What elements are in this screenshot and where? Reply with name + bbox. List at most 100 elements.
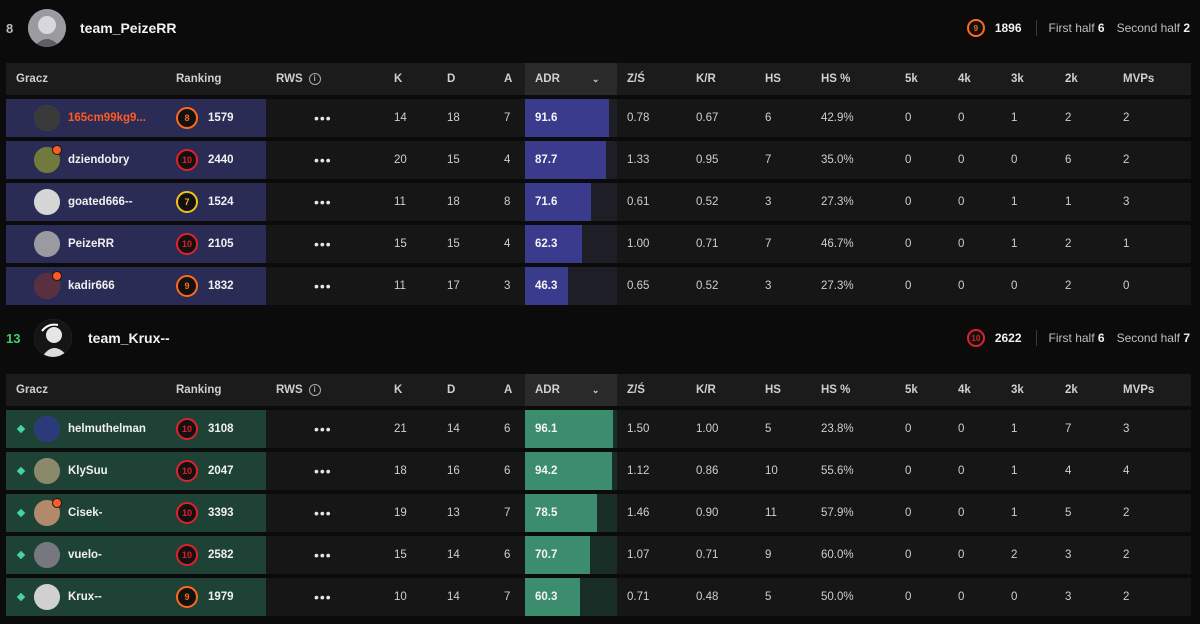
rws-more-icon[interactable]: ••• bbox=[314, 589, 332, 605]
rws-more-icon[interactable]: ••• bbox=[314, 547, 332, 563]
rws-more-icon[interactable]: ••• bbox=[314, 110, 332, 126]
rws-cell[interactable]: ••• bbox=[266, 267, 384, 305]
col-hs-pct[interactable]: HS % bbox=[811, 374, 895, 406]
player-row[interactable]: kadir666 9 1832 ••• 11 17 3 46.3 0.65 0.52 3 27.3% 0… bbox=[6, 267, 1191, 305]
player-cell[interactable]: Krux-- bbox=[6, 578, 166, 616]
player-cell[interactable]: 165cm99kg9... bbox=[6, 99, 166, 137]
info-icon[interactable]: i bbox=[308, 72, 321, 85]
team2-avatar[interactable] bbox=[34, 319, 72, 357]
col-zs[interactable]: Z/Ś bbox=[617, 374, 686, 406]
player-row[interactable]: PeizeRR 10 2105 ••• 15 15 4 62.3 1.00 0.71 7 46.7% 0… bbox=[6, 225, 1191, 263]
player-cell[interactable]: helmuthelman bbox=[6, 410, 166, 448]
col-rws[interactable]: RWS i bbox=[266, 63, 384, 95]
player-row[interactable]: vuelo- 10 2582 ••• 15 14 6 70.7 1.07 0.71 9 60.0% 0 0… bbox=[6, 536, 1191, 574]
player-cell[interactable]: Cisek- bbox=[6, 494, 166, 532]
player-name[interactable]: KlySuu bbox=[68, 465, 108, 477]
rws-more-icon[interactable]: ••• bbox=[314, 505, 332, 521]
col-5k[interactable]: 5k bbox=[895, 374, 948, 406]
col-ranking[interactable]: Ranking bbox=[166, 374, 266, 406]
col-k[interactable]: K bbox=[384, 374, 437, 406]
assists: 6 bbox=[494, 410, 525, 448]
avatar[interactable] bbox=[34, 271, 62, 299]
rws-cell[interactable]: ••• bbox=[266, 578, 384, 616]
player-row[interactable]: 165cm99kg9... 8 1579 ••• 14 18 7 91.6 0.78 0.67 6 4… bbox=[6, 99, 1191, 137]
rws-cell[interactable]: ••• bbox=[266, 99, 384, 137]
col-5k[interactable]: 5k bbox=[895, 63, 948, 95]
rws-more-icon[interactable]: ••• bbox=[314, 421, 332, 437]
player-name[interactable]: 165cm99kg9... bbox=[68, 112, 147, 124]
rws-cell[interactable]: ••• bbox=[266, 536, 384, 574]
avatar[interactable] bbox=[34, 498, 62, 526]
col-k[interactable]: K bbox=[384, 63, 437, 95]
col-4k[interactable]: 4k bbox=[948, 63, 1001, 95]
col-player[interactable]: Gracz bbox=[6, 374, 166, 406]
col-a[interactable]: A bbox=[494, 63, 525, 95]
avatar[interactable] bbox=[34, 542, 60, 568]
col-adr[interactable]: ADR ⌄ bbox=[525, 63, 617, 95]
col-zs[interactable]: Z/Ś bbox=[617, 63, 686, 95]
col-d[interactable]: D bbox=[437, 374, 494, 406]
col-mvps[interactable]: MVPs bbox=[1113, 63, 1191, 95]
rws-more-icon[interactable]: ••• bbox=[314, 236, 332, 252]
rws-more-icon[interactable]: ••• bbox=[314, 194, 332, 210]
col-4k[interactable]: 4k bbox=[948, 374, 1001, 406]
player-cell[interactable]: dziendobry bbox=[6, 141, 166, 179]
player-name[interactable]: dziendobry bbox=[68, 154, 130, 166]
avatar[interactable] bbox=[34, 231, 60, 257]
player-cell[interactable]: PeizeRR bbox=[6, 225, 166, 263]
rws-cell[interactable]: ••• bbox=[266, 410, 384, 448]
col-kr[interactable]: K/R bbox=[686, 374, 755, 406]
adr-value: 46.3 bbox=[535, 280, 558, 292]
player-cell[interactable]: goated666-- bbox=[6, 183, 166, 221]
rws-cell[interactable]: ••• bbox=[266, 452, 384, 490]
col-hs[interactable]: HS bbox=[755, 374, 811, 406]
col-ranking[interactable]: Ranking bbox=[166, 63, 266, 95]
rws-cell[interactable]: ••• bbox=[266, 183, 384, 221]
rws-cell[interactable]: ••• bbox=[266, 494, 384, 532]
player-name[interactable]: Krux-- bbox=[68, 591, 102, 603]
rws-cell[interactable]: ••• bbox=[266, 225, 384, 263]
avatar[interactable] bbox=[34, 416, 60, 442]
col-2k[interactable]: 2k bbox=[1055, 374, 1113, 406]
avatar[interactable] bbox=[34, 458, 60, 484]
col-player[interactable]: Gracz bbox=[6, 63, 166, 95]
avatar[interactable] bbox=[34, 145, 62, 173]
rws-more-icon[interactable]: ••• bbox=[314, 278, 332, 294]
player-name[interactable]: PeizeRR bbox=[68, 238, 115, 250]
player-row[interactable]: Krux-- 9 1979 ••• 10 14 7 60.3 0.71 0.48 5 50.0% 0 0 0… bbox=[6, 578, 1191, 616]
col-rws[interactable]: RWS i bbox=[266, 374, 384, 406]
rws-cell[interactable]: ••• bbox=[266, 141, 384, 179]
col-adr[interactable]: ADR ⌄ bbox=[525, 374, 617, 406]
rws-more-icon[interactable]: ••• bbox=[314, 463, 332, 479]
player-cell[interactable]: KlySuu bbox=[6, 452, 166, 490]
player-cell[interactable]: vuelo- bbox=[6, 536, 166, 574]
avatar[interactable] bbox=[34, 189, 60, 215]
col-hs-pct[interactable]: HS % bbox=[811, 63, 895, 95]
player-cell[interactable]: kadir666 bbox=[6, 267, 166, 305]
col-d[interactable]: D bbox=[437, 63, 494, 95]
player-row[interactable]: Cisek- 10 3393 ••• 19 13 7 78.5 1.46 0.90 11 57.9% 0… bbox=[6, 494, 1191, 532]
col-2k[interactable]: 2k bbox=[1055, 63, 1113, 95]
team1-avatar[interactable] bbox=[28, 9, 66, 47]
col-mvps[interactable]: MVPs bbox=[1113, 374, 1191, 406]
avatar[interactable] bbox=[34, 584, 60, 610]
col-a[interactable]: A bbox=[494, 374, 525, 406]
player-row[interactable]: goated666-- 7 1524 ••• 11 18 8 71.6 0.61 0.52 3 27.… bbox=[6, 183, 1191, 221]
col-kr[interactable]: K/R bbox=[686, 63, 755, 95]
col-hs[interactable]: HS bbox=[755, 63, 811, 95]
player-name[interactable]: kadir666 bbox=[68, 280, 115, 292]
info-icon[interactable]: i bbox=[308, 383, 321, 396]
avatar[interactable] bbox=[34, 105, 60, 131]
player-row[interactable]: dziendobry 10 2440 ••• 20 15 4 87.7 1.33 0.95 7 35.… bbox=[6, 141, 1191, 179]
team2-name[interactable]: team_Krux-- bbox=[88, 330, 170, 346]
player-row[interactable]: KlySuu 10 2047 ••• 18 16 6 94.2 1.12 0.86 10 55.6% 0… bbox=[6, 452, 1191, 490]
team1-name[interactable]: team_PeizeRR bbox=[80, 20, 177, 36]
col-3k[interactable]: 3k bbox=[1001, 63, 1055, 95]
player-name[interactable]: helmuthelman bbox=[68, 423, 146, 435]
rws-more-icon[interactable]: ••• bbox=[314, 152, 332, 168]
player-name[interactable]: goated666-- bbox=[68, 196, 133, 208]
player-name[interactable]: Cisek- bbox=[68, 507, 103, 519]
player-row[interactable]: helmuthelman 10 3108 ••• 21 14 6 96.1 1.50 1.00 5 2… bbox=[6, 410, 1191, 448]
player-name[interactable]: vuelo- bbox=[68, 549, 102, 561]
col-3k[interactable]: 3k bbox=[1001, 374, 1055, 406]
